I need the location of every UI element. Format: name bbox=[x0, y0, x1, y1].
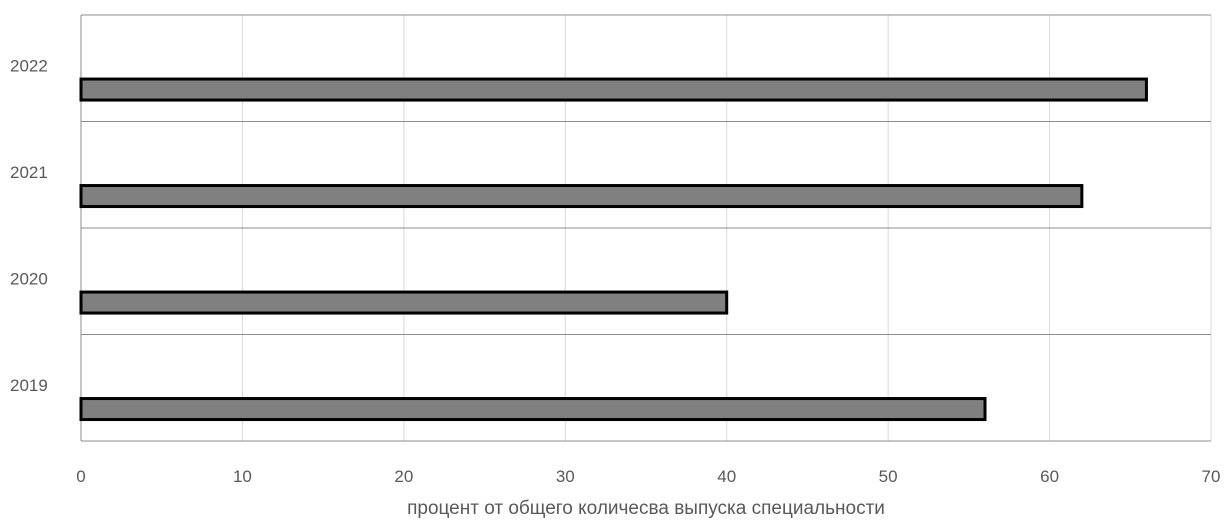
bar-2022 bbox=[79, 77, 1148, 102]
bar-2019 bbox=[79, 397, 987, 422]
y-tick-label: 2021 bbox=[10, 163, 48, 182]
x-tick-label: 0 bbox=[76, 467, 85, 486]
x-tick-label: 60 bbox=[1040, 467, 1059, 486]
x-tick-label: 70 bbox=[1202, 467, 1221, 486]
x-axis-title: процент от общего количесва выпуска спец… bbox=[407, 498, 885, 519]
x-tick-label: 10 bbox=[233, 467, 252, 486]
row-dividers bbox=[80, 14, 1211, 442]
x-tick-label: 30 bbox=[556, 467, 575, 486]
x-tick-label: 40 bbox=[717, 467, 736, 486]
bar-2020 bbox=[79, 290, 729, 315]
bar-2021 bbox=[79, 184, 1084, 209]
x-axis-tick-labels: 0 10 20 30 40 50 60 70 bbox=[76, 467, 1220, 486]
x-tick-label: 50 bbox=[879, 467, 898, 486]
y-tick-label: 2022 bbox=[10, 57, 48, 76]
y-tick-label: 2020 bbox=[10, 270, 48, 289]
y-tick-label: 2019 bbox=[10, 376, 48, 395]
x-tick-label: 20 bbox=[394, 467, 413, 486]
bars bbox=[79, 77, 1148, 422]
y-axis-tick-labels: 2019 2020 2021 2022 bbox=[10, 57, 48, 396]
